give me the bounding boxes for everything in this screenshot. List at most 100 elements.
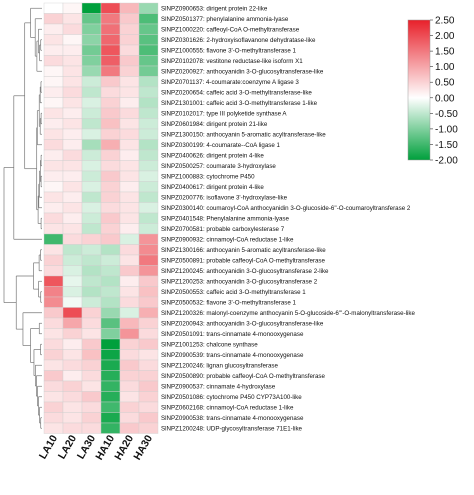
heatmap-cell <box>62 149 83 161</box>
heatmap-cell <box>138 149 159 161</box>
heatmap-cell <box>138 23 159 35</box>
heatmap-cell <box>138 65 159 77</box>
heatmap-cell <box>119 44 140 56</box>
heatmap-cell <box>119 244 140 256</box>
color-scale-tick-label: 0.00 <box>435 93 455 104</box>
row-label: SlNPZ1301001: caffeic acid 3-O-methyltra… <box>161 100 318 107</box>
heatmap-cell <box>100 401 121 413</box>
row-label: SlNPZ1000555: flavone 3'-O-methyltransfe… <box>161 48 297 55</box>
row-label: SlNPZ0500532: flavone 3'-O-methyltransfe… <box>161 300 297 307</box>
heatmap-cell <box>81 170 102 182</box>
heatmap-cell <box>119 223 140 235</box>
heatmap-cell <box>119 391 140 403</box>
heatmap-cell <box>138 286 159 298</box>
heatmap-cell <box>81 202 102 214</box>
heatmap-cell <box>43 286 64 298</box>
heatmap-cell <box>62 23 83 35</box>
heatmap-cell <box>119 65 140 77</box>
heatmap-cell <box>43 370 64 382</box>
heatmap-cell <box>119 97 140 109</box>
heatmap-cell <box>119 2 140 14</box>
row-label: SlNPZ0900538: trans-cinnamate 4-monooxyg… <box>161 415 304 422</box>
row-label: SlNPZ0102017: type III polyketide syntha… <box>161 111 287 118</box>
heatmap-cell <box>81 359 102 371</box>
heatmap-cell <box>100 191 121 203</box>
row-label: SlNPZ1200248: UDP-glycosyltransferase 71… <box>161 426 303 433</box>
heatmap-cell <box>43 128 64 140</box>
row-labels: SlNPZ0900653: dirigent protein 22-like Sl… <box>161 6 415 433</box>
heatmap-cell <box>43 380 64 392</box>
row-label: SlNPZ1000883: cytochrome P450 <box>161 174 255 181</box>
heatmap-cell <box>100 328 121 340</box>
heatmap-cell <box>100 412 121 424</box>
heatmap-cell <box>138 107 159 119</box>
heatmap-cell <box>43 233 64 245</box>
heatmap-cell <box>81 55 102 67</box>
row-label: SlNPZ0900539: trans-cinnamate 4-monooxyg… <box>161 352 304 359</box>
column-label: LA20 <box>56 433 79 461</box>
heatmap-cell <box>81 65 102 77</box>
heatmap-cell <box>62 202 83 214</box>
heatmap-cell <box>43 223 64 235</box>
heatmap-cell <box>119 254 140 266</box>
heatmap-cell <box>81 296 102 308</box>
heatmap-cell <box>100 275 121 287</box>
row-label: SlNPZ0300199: 4-coumarate--CoA ligase 1 <box>161 142 281 149</box>
heatmap-cell <box>81 13 102 25</box>
heatmap-cell <box>119 107 140 119</box>
heatmap-cell <box>138 118 159 130</box>
heatmap-cell <box>81 160 102 172</box>
heatmap-cell <box>138 380 159 392</box>
heatmap-cell <box>100 97 121 109</box>
heatmap-cell <box>62 317 83 329</box>
heatmap-cell <box>119 181 140 193</box>
heatmap-cell <box>62 86 83 98</box>
heatmap-cell <box>138 275 159 287</box>
heatmap-cell <box>138 317 159 329</box>
row-label: SlNPZ0701137: 4-coumarate:coenzyme A lig… <box>161 79 299 86</box>
heatmap-cell <box>43 97 64 109</box>
heatmap-cell <box>43 349 64 361</box>
heatmap-cell <box>62 76 83 88</box>
heatmap-cell <box>100 391 121 403</box>
heatmap-cell <box>138 349 159 361</box>
heatmap-cell <box>100 170 121 182</box>
row-label: SlNPZ1200245: anthocyanidin 3-O-glucosyl… <box>161 268 329 275</box>
heatmap-cell <box>100 223 121 235</box>
heatmap-cell <box>100 181 121 193</box>
color-scale-tick-label: -0.50 <box>435 109 458 120</box>
heatmap-cell <box>62 44 83 56</box>
heatmap-cell <box>43 328 64 340</box>
heatmap-cell <box>81 317 102 329</box>
heatmap-cell <box>100 296 121 308</box>
heatmap-cell <box>100 76 121 88</box>
heatmap-cell <box>62 296 83 308</box>
heatmap-cell <box>138 233 159 245</box>
row-label: SlNPZ0500553: caffeic acid 3-O-methyltra… <box>161 289 306 296</box>
heatmap-cell <box>81 23 102 35</box>
heatmap-cell <box>62 275 83 287</box>
row-label: SlNPZ0602168: cinnamoyl-CoA reductase 1-… <box>161 405 294 412</box>
heatmap-cell <box>62 307 83 319</box>
color-scale-tick-label: 0.50 <box>435 78 455 89</box>
heatmap-cell <box>119 328 140 340</box>
heatmap-cell <box>62 139 83 151</box>
heatmap-cell <box>138 412 159 424</box>
heatmap-cell <box>119 55 140 67</box>
heatmap-cell <box>119 128 140 140</box>
heatmap-cell <box>119 233 140 245</box>
heatmap-cell <box>81 244 102 256</box>
heatmap-cell <box>138 139 159 151</box>
heatmap-cells <box>43 2 159 434</box>
heatmap-cell <box>62 233 83 245</box>
row-label: SlNPZ0200927: anthocyanidin 3-O-glucosyl… <box>161 69 324 76</box>
heatmap-cell <box>100 233 121 245</box>
heatmap-cell <box>138 44 159 56</box>
heatmap-cell <box>138 359 159 371</box>
heatmap-cell <box>81 233 102 245</box>
row-label: SlNPZ0102078: vestitone reductase-like i… <box>161 58 303 65</box>
row-label: SlNPZ0900653: dirigent protein 22-like <box>161 6 268 13</box>
heatmap-cell <box>43 170 64 182</box>
heatmap-cell <box>138 338 159 350</box>
